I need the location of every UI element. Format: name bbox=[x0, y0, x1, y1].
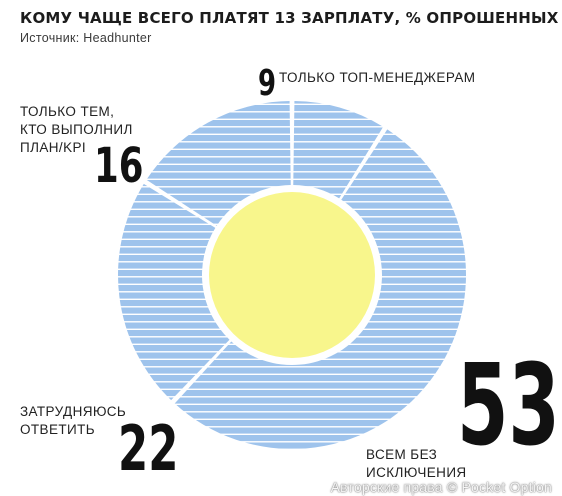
slice-2 bbox=[174, 129, 467, 450]
slice-1 bbox=[293, 101, 384, 199]
value-all: 53 bbox=[457, 341, 560, 471]
chart-source: Источник: Headhunter bbox=[20, 31, 152, 45]
donut-slices bbox=[117, 101, 467, 450]
center-disc bbox=[209, 192, 375, 358]
label-all: ВСЕМ БЕЗ ИСКЛЮЧЕНИЯ bbox=[366, 447, 467, 480]
value-kpi: 16 bbox=[94, 138, 144, 194]
label-kpi: ТОЛЬКО ТЕМ, КТО ВЫПОЛНИЛ ПЛАН/KPI bbox=[20, 104, 133, 155]
copyright-watermark: Авторские права © Pocket Option bbox=[330, 479, 552, 495]
slice-4 bbox=[146, 101, 291, 226]
value-unsure: 22 bbox=[118, 412, 179, 485]
slice-3 bbox=[117, 183, 230, 401]
label-top-managers: ТОЛЬКО ТОП-МЕНЕДЖЕРАМ bbox=[279, 70, 476, 85]
chart-title: КОМУ ЧАЩЕ ВСЕГО ПЛАТЯТ 13 ЗАРПЛАТУ, % ОП… bbox=[20, 9, 559, 27]
label-unsure: ЗАТРУДНЯЮСЬ ОТВЕТИТЬ bbox=[20, 404, 127, 437]
value-top-managers: 9 bbox=[258, 63, 277, 104]
